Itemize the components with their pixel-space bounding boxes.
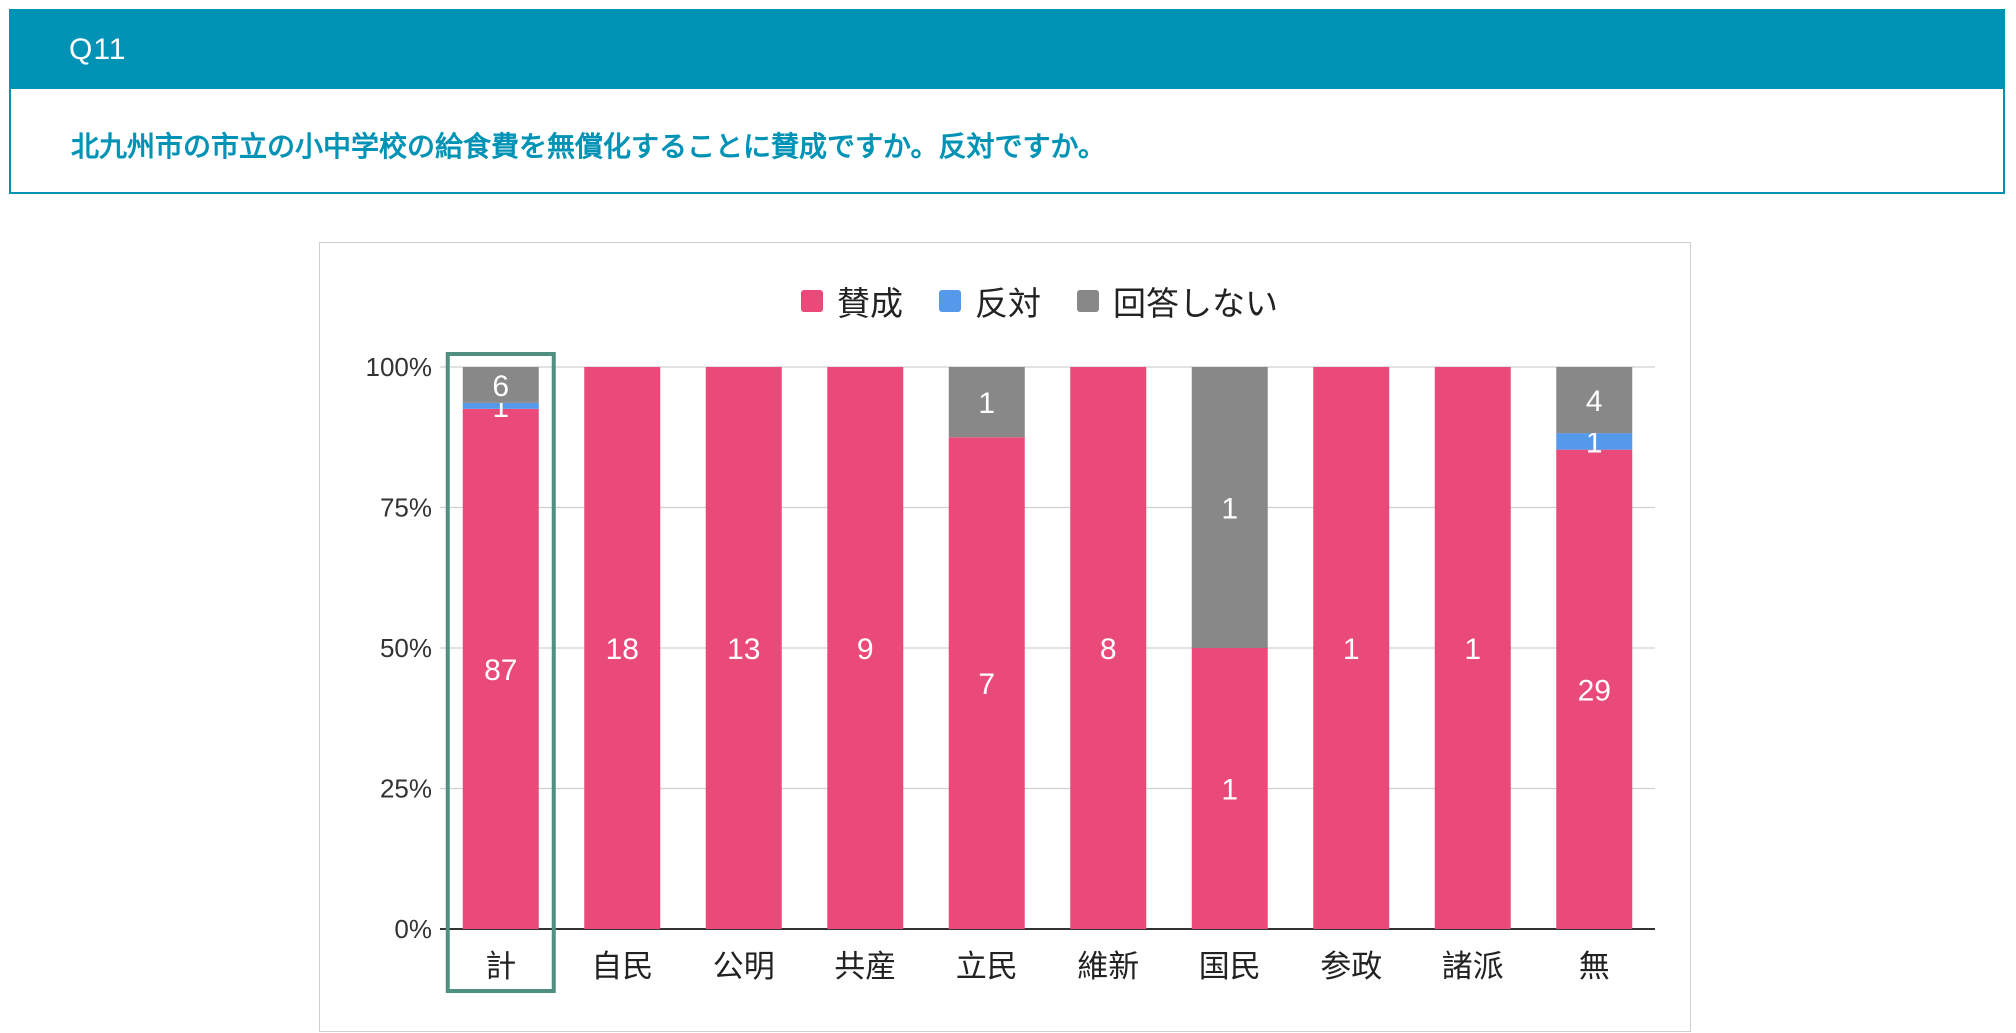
data-label: 1	[1221, 493, 1238, 526]
legend-label: 賛成	[837, 284, 903, 323]
category-label: 諸派	[1442, 949, 1504, 985]
category-label: 国民	[1199, 949, 1261, 985]
y-tick-label: 50%	[380, 633, 432, 663]
data-label: 1	[1221, 774, 1238, 807]
data-label: 1	[1343, 633, 1360, 666]
bar-segment	[1191, 367, 1268, 648]
bar-segment	[462, 367, 539, 403]
data-label: 13	[727, 633, 760, 666]
bar-segment	[1191, 648, 1268, 929]
y-tick-label: 75%	[380, 493, 432, 523]
legend-label: 反対	[975, 284, 1041, 323]
bar-segment	[1070, 367, 1147, 929]
y-tick-label: 0%	[394, 914, 432, 944]
category-label: 参政	[1320, 949, 1382, 985]
category-label: 自民	[591, 949, 653, 985]
legend-swatch	[801, 290, 823, 312]
data-label: 1	[1464, 633, 1481, 666]
legend-swatch	[1077, 290, 1099, 312]
bar-segment	[1556, 449, 1633, 929]
stacked-bar-chart: 0% 25% 50% 75% 100% 87 1 6 計 18 自民 13 公明 9 共産 7 1 立民 8 維新 1 1…	[366, 284, 1655, 993]
category-label: 公明	[713, 949, 775, 985]
data-label: 6	[492, 370, 509, 403]
data-label: 8	[1100, 633, 1117, 666]
y-tick-label: 100%	[366, 352, 433, 382]
bar-segment	[584, 367, 661, 929]
question-text: 北九州市の市立の小中学校の給食費を無償化することに賛成ですか。反対ですか。	[71, 130, 1106, 163]
bar-segment	[1556, 433, 1633, 450]
data-label: 1	[1586, 426, 1603, 459]
category-label: 維新	[1077, 949, 1139, 985]
bar-segment	[462, 402, 539, 409]
category-label: 計	[485, 949, 516, 985]
bar-segment	[1313, 367, 1390, 929]
legend-swatch	[939, 290, 961, 312]
category-label: 共産	[834, 949, 896, 985]
chart-frame: 0% 25% 50% 75% 100% 87 1 6 計 18 自民 13 公明 9 共産 7 1 立民 8 維新 1 1…	[319, 242, 1691, 1032]
bar-segment	[948, 367, 1025, 438]
data-label: 87	[484, 654, 517, 687]
bar-segment	[1434, 367, 1511, 929]
category-label: 無	[1579, 949, 1610, 985]
data-label: 7	[978, 668, 995, 701]
y-tick-label: 25%	[380, 774, 432, 804]
data-label: 29	[1578, 674, 1611, 707]
data-label: 18	[606, 633, 639, 666]
legend-label: 回答しない	[1113, 284, 1278, 323]
question-card: Q11 北九州市の市立の小中学校の給食費を無償化することに賛成ですか。反対ですか…	[9, 9, 2005, 194]
data-label: 9	[857, 633, 874, 666]
question-number: Q11	[11, 11, 2003, 89]
bar-segment	[1556, 367, 1633, 434]
data-label: 1	[978, 387, 995, 420]
bar-segment	[827, 367, 904, 929]
bar-segment	[462, 408, 539, 929]
bar-segment	[705, 367, 782, 929]
category-label: 立民	[956, 949, 1018, 985]
data-label: 4	[1586, 385, 1603, 418]
bar-segment	[948, 437, 1025, 929]
highlight-box	[445, 352, 556, 993]
